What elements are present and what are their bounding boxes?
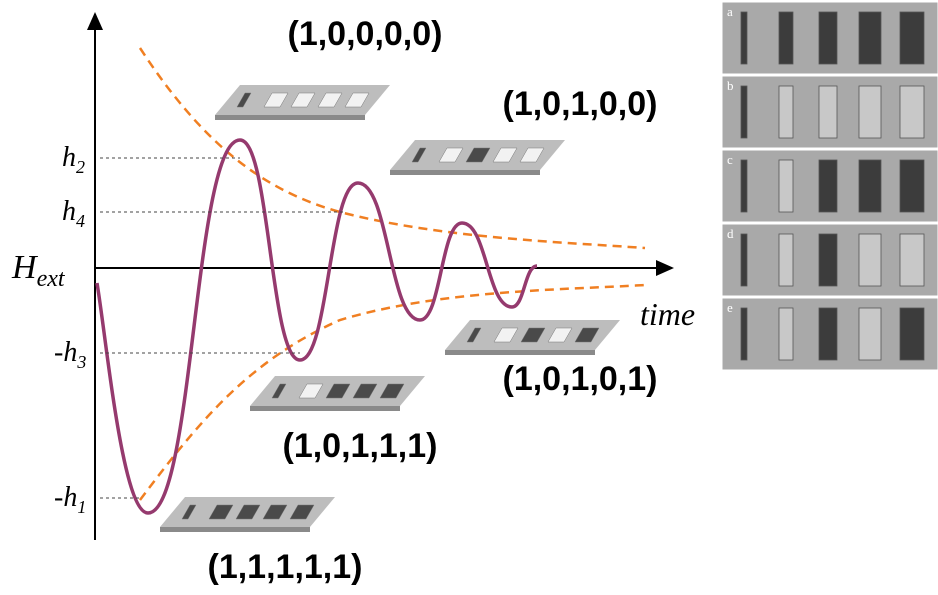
- state-code: (1,0,1,0,0): [503, 85, 658, 123]
- y-axis-label: Hext: [11, 249, 66, 292]
- panel-label: e: [727, 300, 733, 315]
- panel-bar: [779, 308, 793, 360]
- panel-label: d: [727, 226, 734, 241]
- panel-label: a: [727, 4, 733, 19]
- level-sub: 1: [77, 497, 86, 517]
- x-axis-label: time: [640, 296, 695, 332]
- level-sub: 3: [76, 352, 86, 372]
- strip-edge: [215, 115, 365, 120]
- panel-bar: [819, 12, 837, 64]
- panel-bar: [819, 308, 837, 360]
- level-label: -h3: [54, 337, 86, 372]
- level-main: h: [62, 142, 76, 173]
- panel-bar: [900, 308, 924, 360]
- panel-label: b: [727, 78, 734, 93]
- level-sub: 4: [76, 211, 85, 231]
- level-label: -h1: [54, 482, 86, 517]
- panel-bar: [900, 160, 924, 212]
- panel-label: c: [727, 152, 733, 167]
- diagram: Hext time h2h4-h3-h1(1,0,0,0,0)(1,0,1,0,…: [0, 0, 938, 595]
- state-code: (1,1,1,1,1): [208, 548, 363, 586]
- level-label: h2: [62, 142, 85, 177]
- upper-envelope: [140, 48, 645, 248]
- panel-bar: [819, 234, 837, 286]
- state-code: (1,0,0,0,0): [288, 15, 443, 53]
- strip-edge: [390, 170, 540, 175]
- state-code: (1,0,1,1,1): [283, 427, 438, 465]
- panel-bar: [859, 308, 881, 360]
- level-main: -h: [54, 482, 77, 513]
- level-main: -h: [54, 337, 77, 368]
- panel-bar: [859, 86, 881, 138]
- panel-bar: [779, 234, 793, 286]
- panel-bar: [741, 308, 747, 360]
- panel-bar: [741, 12, 747, 64]
- panel-bar: [900, 12, 924, 64]
- panel-bar: [741, 160, 747, 212]
- level-label: h4: [62, 196, 85, 231]
- panel-bar: [859, 12, 881, 64]
- panel-bar: [779, 160, 793, 212]
- panel-bar: [859, 234, 881, 286]
- panel-bar: [900, 234, 924, 286]
- panel-bar: [779, 86, 793, 138]
- panel-bar: [900, 86, 924, 138]
- state-code: (1,0,1,0,1): [503, 360, 658, 398]
- strip-edge: [250, 406, 400, 411]
- panel-bar: [819, 160, 837, 212]
- panel-bar: [819, 86, 837, 138]
- panel-bar: [859, 160, 881, 212]
- level-main: h: [62, 196, 76, 227]
- panel-bar: [741, 234, 747, 286]
- strip-edge: [160, 527, 310, 532]
- panel-bar: [741, 86, 747, 138]
- strip-edge: [445, 350, 595, 355]
- panel-bar: [779, 12, 793, 64]
- level-sub: 2: [76, 157, 85, 177]
